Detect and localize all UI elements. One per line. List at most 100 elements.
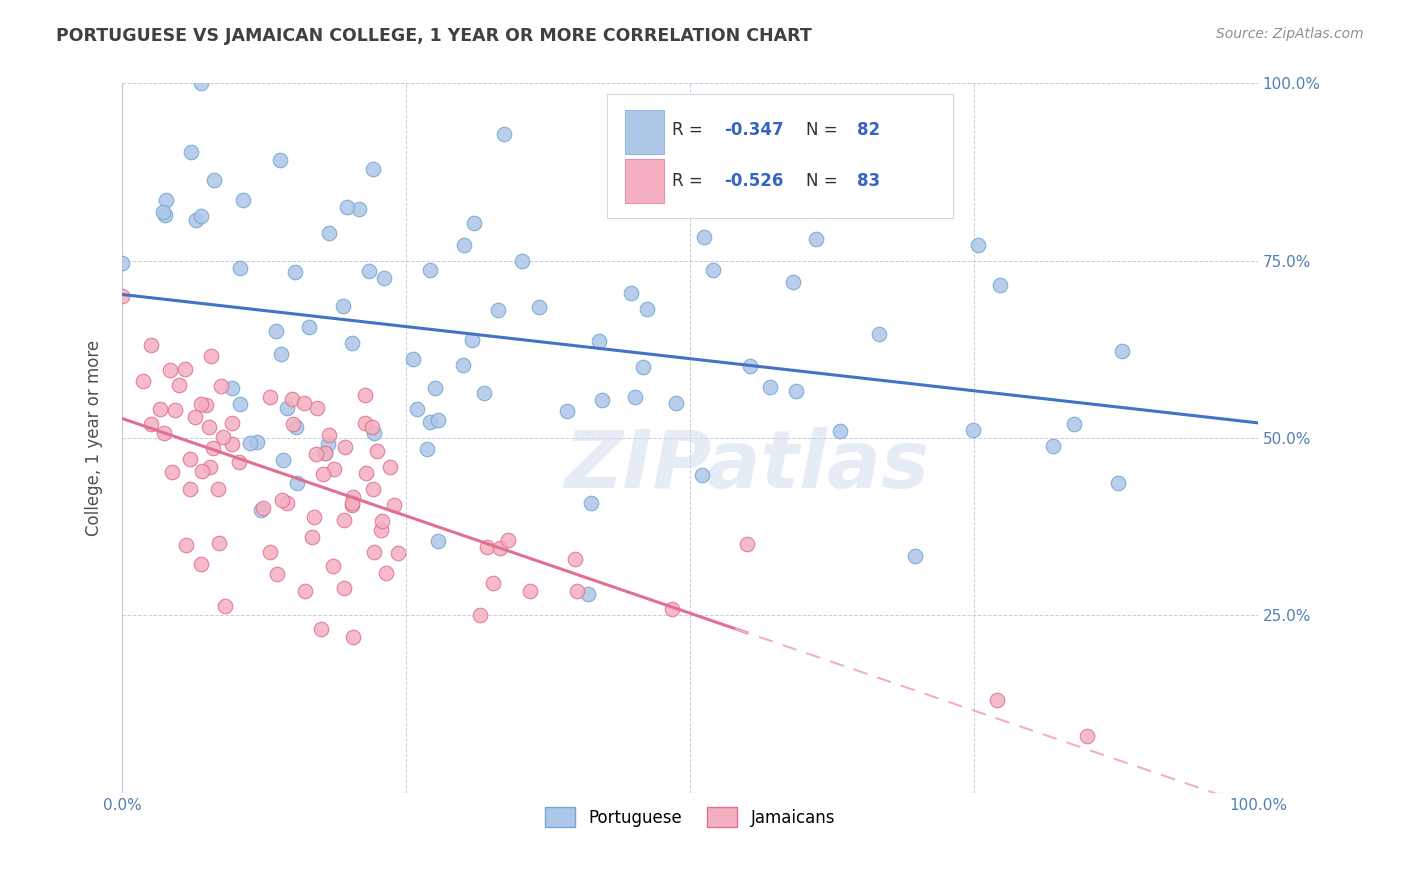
Point [453,238,475,252]
Point [591,392,613,407]
Point [167,378,190,392]
Point [252,501,274,516]
Point [281,392,304,406]
Point [209,379,232,393]
Point [702,263,724,277]
Point [232,193,254,207]
Point [307,401,329,415]
Text: N =: N = [806,171,842,190]
Point [374,566,396,581]
Point [342,496,364,510]
Point [347,202,370,216]
Point [322,461,344,475]
Point [633,360,655,375]
Point [301,530,323,544]
Point [229,396,252,410]
Point [463,215,485,229]
Legend: Portuguese, Jamaicans: Portuguese, Jamaicans [538,800,842,834]
Point [245,434,267,449]
Point [214,599,236,614]
Point [588,334,610,349]
Point [340,498,363,512]
FancyBboxPatch shape [626,160,664,203]
Point [190,558,212,572]
Point [354,466,377,480]
Point [259,390,281,404]
Text: 82: 82 [856,120,880,138]
Point [314,446,336,460]
Point [283,417,305,431]
Point [285,476,308,491]
Point [190,77,212,91]
Point [179,482,201,496]
Point [427,413,450,427]
Point [312,467,335,481]
Point [314,446,336,460]
Point [250,502,273,516]
Point [904,549,927,563]
Point [190,209,212,223]
Point [519,583,541,598]
Point [141,417,163,431]
Point [665,396,688,410]
Point [190,397,212,411]
Point [342,335,364,350]
Point [259,545,281,559]
Text: R =: R = [672,120,707,138]
Point [578,587,600,601]
Point [382,498,405,512]
Point [318,427,340,442]
Point [693,230,716,244]
FancyBboxPatch shape [607,94,953,219]
Point [740,359,762,374]
Point [191,464,214,478]
Point [201,441,224,455]
Point [402,351,425,366]
Point [179,451,201,466]
Point [149,401,172,416]
Point [152,205,174,219]
Text: 83: 83 [856,171,880,190]
Point [111,289,134,303]
Point [333,440,356,454]
Point [785,384,807,398]
Point [186,213,208,227]
Point [180,145,202,160]
Point [264,324,287,338]
Point [555,403,578,417]
Point [416,442,439,457]
Point [309,622,332,636]
Point [333,582,356,596]
Point [208,535,231,549]
Point [419,415,441,429]
Point [477,541,499,555]
Point [229,260,252,275]
Point [579,496,602,510]
Point [333,512,356,526]
Point [111,256,134,270]
Point [967,237,990,252]
Point [494,127,516,141]
Point [1042,439,1064,453]
Point [357,263,380,277]
Point [986,693,1008,707]
Point [221,381,243,395]
Point [423,381,446,395]
Point [363,544,385,558]
Point [294,583,316,598]
Point [472,386,495,401]
Text: -0.347: -0.347 [724,120,783,138]
Point [360,420,382,434]
Point [160,466,183,480]
Point [284,420,307,434]
Text: Source: ZipAtlas.com: Source: ZipAtlas.com [1216,27,1364,41]
Point [305,447,328,461]
Point [342,491,364,505]
Point [269,153,291,167]
Point [690,467,713,482]
Text: PORTUGUESE VS JAMAICAN COLLEGE, 1 YEAR OR MORE CORRELATION CHART: PORTUGUESE VS JAMAICAN COLLEGE, 1 YEAR O… [56,27,813,45]
Point [353,416,375,430]
Point [775,157,797,171]
Point [759,380,782,394]
Point [302,510,325,524]
